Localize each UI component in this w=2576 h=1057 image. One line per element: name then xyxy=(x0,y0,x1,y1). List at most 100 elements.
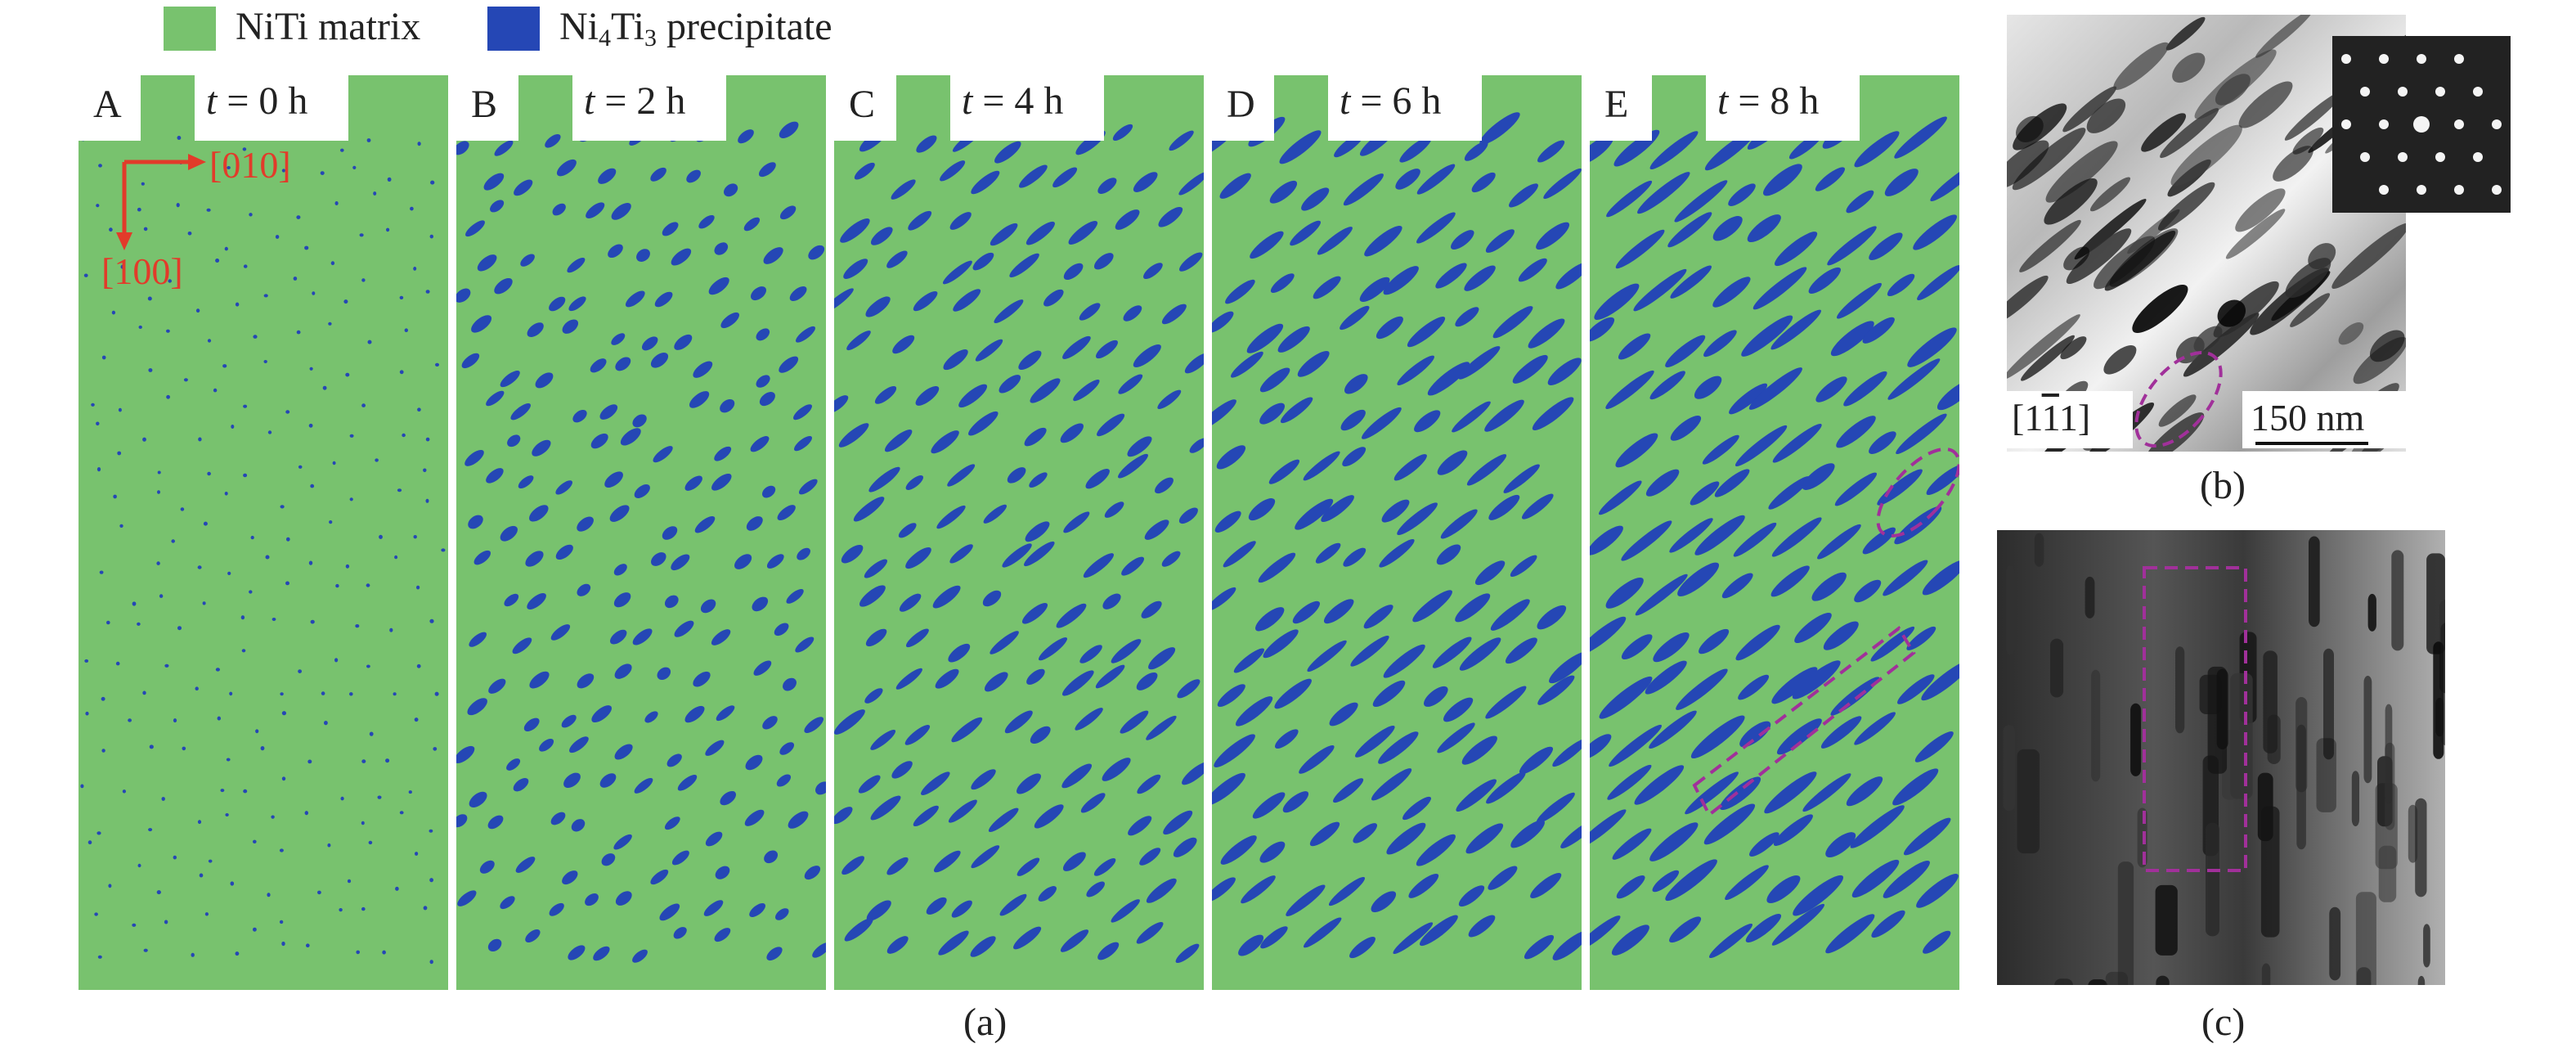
precipitate xyxy=(156,890,161,895)
precipitate xyxy=(1739,721,1771,748)
precipitate xyxy=(971,769,996,790)
tem-c-plate xyxy=(2391,550,2404,651)
precipitate xyxy=(465,220,485,237)
precipitate xyxy=(430,180,435,185)
precipitate xyxy=(796,326,815,343)
precipitate xyxy=(1263,629,1299,659)
precipitate xyxy=(399,295,404,299)
diffraction-spot xyxy=(2360,152,2370,162)
precipitate xyxy=(774,623,789,636)
precipitate xyxy=(147,296,152,301)
precipitate xyxy=(1034,804,1064,829)
precipitate xyxy=(788,811,809,829)
precipitate xyxy=(173,718,177,723)
precipitate xyxy=(429,234,433,239)
precipitate xyxy=(1923,930,1951,954)
precipitate xyxy=(1315,542,1341,564)
precipitate xyxy=(164,663,169,668)
precipitate xyxy=(984,672,1008,692)
precipitate xyxy=(1363,605,1393,629)
precipitate xyxy=(779,356,799,373)
precipitate xyxy=(1062,852,1086,871)
precipitate xyxy=(279,848,284,852)
tem-b-streak xyxy=(2353,336,2406,385)
precipitate xyxy=(191,952,195,957)
precipitate xyxy=(975,339,1003,362)
precipitate xyxy=(1894,116,1947,159)
precipitate xyxy=(515,857,536,873)
precipitate xyxy=(468,515,483,529)
precipitate xyxy=(556,159,577,177)
precipitate xyxy=(1456,779,1497,812)
precipitate xyxy=(610,629,627,645)
precipitate xyxy=(905,628,929,648)
precipitate xyxy=(1029,472,1048,488)
precipitate xyxy=(1386,822,1426,855)
precipitate xyxy=(180,507,185,511)
precipitate xyxy=(456,745,475,763)
precipitate xyxy=(1537,675,1575,705)
precipitate xyxy=(545,133,561,148)
precipitate xyxy=(1455,307,1479,327)
precipitate xyxy=(1376,316,1403,340)
precipitate xyxy=(1461,735,1497,765)
precipitate xyxy=(620,428,641,446)
precipitate xyxy=(1189,438,1204,453)
precipitate xyxy=(322,385,327,390)
panel-e-letter-notch xyxy=(1590,74,1652,141)
precipitate xyxy=(1178,171,1204,196)
diffraction-pattern-inset xyxy=(2332,36,2511,213)
precipitate xyxy=(990,223,1018,246)
precipitate xyxy=(1021,603,1048,624)
precipitate xyxy=(263,360,267,363)
precipitate xyxy=(1729,383,1768,415)
precipitate xyxy=(1362,407,1402,439)
precipitate xyxy=(1468,915,1496,938)
precipitate xyxy=(666,753,682,767)
precipitate xyxy=(711,629,731,645)
tem-c-plate xyxy=(2378,845,2397,902)
precipitate xyxy=(1590,134,1614,164)
precipitate xyxy=(1043,289,1064,307)
precipitate xyxy=(518,475,534,489)
diffraction-spot xyxy=(2417,185,2426,195)
precipitate xyxy=(227,166,231,169)
precipitate xyxy=(614,744,633,760)
precipitate xyxy=(734,554,752,569)
precipitate xyxy=(1133,344,1161,367)
precipitate xyxy=(375,458,379,462)
panel-time-e: t = 8 h xyxy=(1717,79,1820,123)
precipitate xyxy=(1667,212,1712,248)
precipitate xyxy=(932,585,961,609)
precipitate xyxy=(958,384,988,408)
precipitate xyxy=(513,778,529,792)
precipitate xyxy=(1440,509,1478,539)
precipitate xyxy=(1260,926,1288,949)
precipitate xyxy=(1768,476,1811,510)
precipitate xyxy=(1466,454,1507,486)
precipitate xyxy=(1823,621,1859,650)
precipitate xyxy=(507,434,521,448)
precipitate xyxy=(434,691,439,696)
precipitate xyxy=(173,855,177,860)
precipitate xyxy=(356,950,361,955)
precipitate xyxy=(1590,616,1627,655)
tem-c-plate xyxy=(2323,648,2334,760)
precipitate xyxy=(1184,353,1204,374)
precipitate xyxy=(705,740,725,756)
tem-c-plate xyxy=(2329,906,2341,981)
precipitate xyxy=(1161,304,1187,325)
panel-letter-b: B xyxy=(471,83,498,126)
precipitate xyxy=(758,162,776,178)
precipitate xyxy=(1808,267,1841,294)
precipitate xyxy=(1712,216,1743,241)
direction-arrowhead-100 xyxy=(116,232,132,250)
precipitate xyxy=(1139,848,1161,866)
precipitate xyxy=(464,449,484,466)
precipitate xyxy=(864,559,888,578)
precipitate xyxy=(654,291,673,308)
precipitate xyxy=(1645,469,1680,497)
precipitate xyxy=(206,208,211,212)
precipitate xyxy=(435,362,439,367)
precipitate xyxy=(756,375,770,388)
